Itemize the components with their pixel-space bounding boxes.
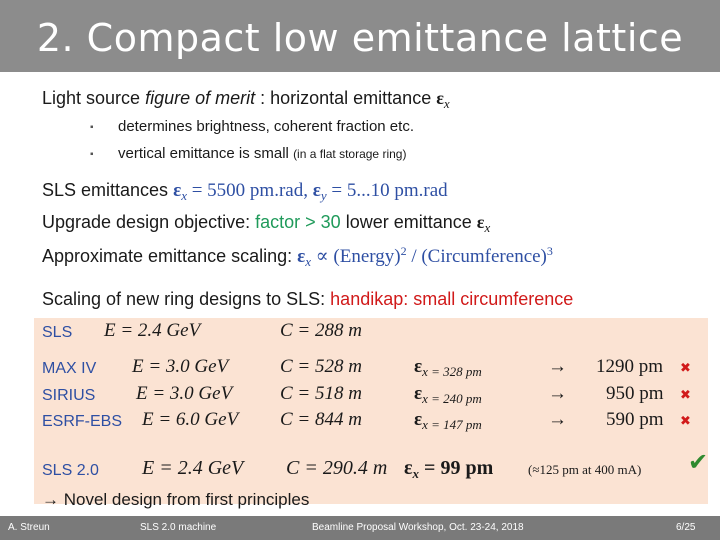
sls2-row: SLS 2.0 [42, 460, 99, 480]
table-row: SIRIUS [42, 385, 95, 405]
ring-name: MAX IV [42, 360, 97, 377]
epsilon-symbol: ε [476, 212, 485, 232]
cross-icon: ✖ [680, 387, 691, 402]
ring-energy: E = 3.0 GeV [136, 383, 233, 404]
table-row: SLS [42, 322, 72, 342]
bullet-square-icon: ▪ [90, 149, 94, 160]
arrow-icon: → [548, 409, 567, 430]
scaled-emittance: 950 pm [606, 383, 664, 404]
ring-energy: E = 6.0 GeV [142, 409, 239, 430]
new-ring-label: Scaling of new ring designs to SLS: [42, 289, 331, 309]
footer-page: 6/25 [676, 522, 696, 533]
epsilon-symbol: ε [436, 88, 444, 108]
footer-bar: A. Streun SLS 2.0 machine Beamline Propo… [0, 516, 720, 540]
footer-talk: SLS 2.0 machine [140, 522, 217, 533]
subscript-x: x [305, 254, 312, 269]
ring-name: SLS 2.0 [42, 462, 99, 479]
subscript-x: x [484, 220, 491, 235]
bullet-2: vertical emittance is small (in a flat s… [118, 145, 406, 162]
cross-icon: ✖ [680, 413, 691, 428]
cross-icon: ✖ [680, 360, 691, 375]
scaling-sup-3: 3 [546, 244, 553, 258]
epsilon-symbol: ε [297, 246, 306, 267]
scaling-label: Approximate emittance scaling: [42, 246, 298, 266]
subscript-x: x [412, 466, 420, 481]
subscript-y: y [320, 188, 327, 203]
intro-suffix: : horizontal emittance [255, 88, 437, 108]
scaling-sup-2: 2 [400, 244, 407, 258]
sls-emit-y-value: = 5...10 pm.rad [326, 180, 448, 201]
upgrade-factor: factor > 30 [255, 212, 341, 232]
ring-emittance: εx = 240 pm [414, 383, 482, 407]
arrow-icon: → [548, 356, 567, 377]
comparison-panel [34, 318, 708, 504]
ring-emittance-value: x = 328 pm [422, 364, 482, 379]
ring-emittance-value: x = 240 pm [422, 391, 482, 406]
sls2-emittance: εx = 99 pm [404, 457, 493, 482]
ring-energy: E = 3.0 GeV [132, 356, 229, 377]
ring-emittance: εx = 328 pm [414, 356, 482, 380]
sls2-circumference: C = 290.4 m [286, 457, 388, 479]
title-bar [0, 0, 720, 72]
scaling-prop: ∝ (Energy) [311, 246, 401, 267]
bullet-square-icon: ▪ [90, 122, 94, 133]
ring-emittance-value: x = 147 pm [422, 417, 482, 432]
bullet-1: determines brightness, coherent fraction… [118, 118, 414, 135]
upgrade-rest: lower emittance [340, 212, 477, 232]
subscript-x: x [181, 188, 187, 203]
new-ring-line: Scaling of new ring designs to SLS: hand… [42, 289, 573, 310]
ring-name: ESRF-EBS [42, 413, 123, 430]
upgrade-line: Upgrade design objective: factor > 30 lo… [42, 212, 490, 236]
subscript-x: x [443, 96, 450, 111]
scaling-line: Approximate emittance scaling: εx ∝ (Ene… [42, 244, 553, 270]
sls-emittances-label: SLS emittances [42, 180, 174, 200]
intro-prefix: Light source [42, 88, 146, 108]
ring-circumference: C = 528 m [280, 356, 362, 377]
sls2-note: (≈125 pm at 400 mA) [528, 462, 642, 477]
ring-circumference: C = 844 m [280, 409, 362, 430]
upgrade-label: Upgrade design objective: [42, 212, 256, 232]
intro-fom: figure of merit [145, 88, 256, 108]
scaled-emittance: 590 pm [606, 409, 664, 430]
table-row: ESRF-EBS [42, 411, 122, 431]
sls-emit-x-value: = 5500 pm.rad, [186, 180, 313, 201]
arrow-icon: → [548, 383, 567, 404]
table-row: MAX IV [42, 358, 96, 378]
checkmark-icon: ✔ [688, 449, 709, 476]
ring-circumference: C = 288 m [280, 320, 362, 341]
scaling-mid: / (Circumference) [406, 246, 547, 267]
footer-author: A. Streun [8, 522, 50, 533]
sls2-energy: E = 2.4 GeV [142, 457, 244, 479]
novel-design-line: → Novel design from first principles [42, 490, 310, 509]
sls-emittances-line: SLS emittances εx = 5500 pm.rad, εy = 5.… [42, 180, 448, 204]
epsilon-symbol: ε [414, 383, 423, 404]
epsilon-symbol: ε [414, 409, 423, 430]
epsilon-symbol: ε [404, 457, 413, 479]
sls2-emittance-value: = 99 pm [419, 457, 494, 479]
ring-emittance: εx = 147 pm [414, 409, 482, 433]
epsilon-symbol: ε [312, 180, 321, 201]
epsilon-symbol: ε [414, 356, 423, 377]
bullet-2-small: (in a flat storage ring) [293, 147, 407, 161]
scaled-emittance: 1290 pm [596, 356, 664, 377]
ring-name: SIRIUS [42, 387, 96, 404]
ring-name: SLS [42, 324, 73, 341]
handikap-text: handikap: small circumference [330, 289, 574, 309]
ring-energy: E = 2.4 GeV [104, 320, 201, 341]
ring-circumference: C = 518 m [280, 383, 362, 404]
bullet-2-text: vertical emittance is small [118, 145, 294, 162]
epsilon-symbol: ε [173, 180, 182, 201]
slide-title: 2. Compact low emittance lattice [36, 16, 684, 60]
footer-event: Beamline Proposal Workshop, Oct. 23-24, … [312, 522, 524, 533]
intro-line: Light source figure of merit : horizonta… [42, 88, 450, 112]
